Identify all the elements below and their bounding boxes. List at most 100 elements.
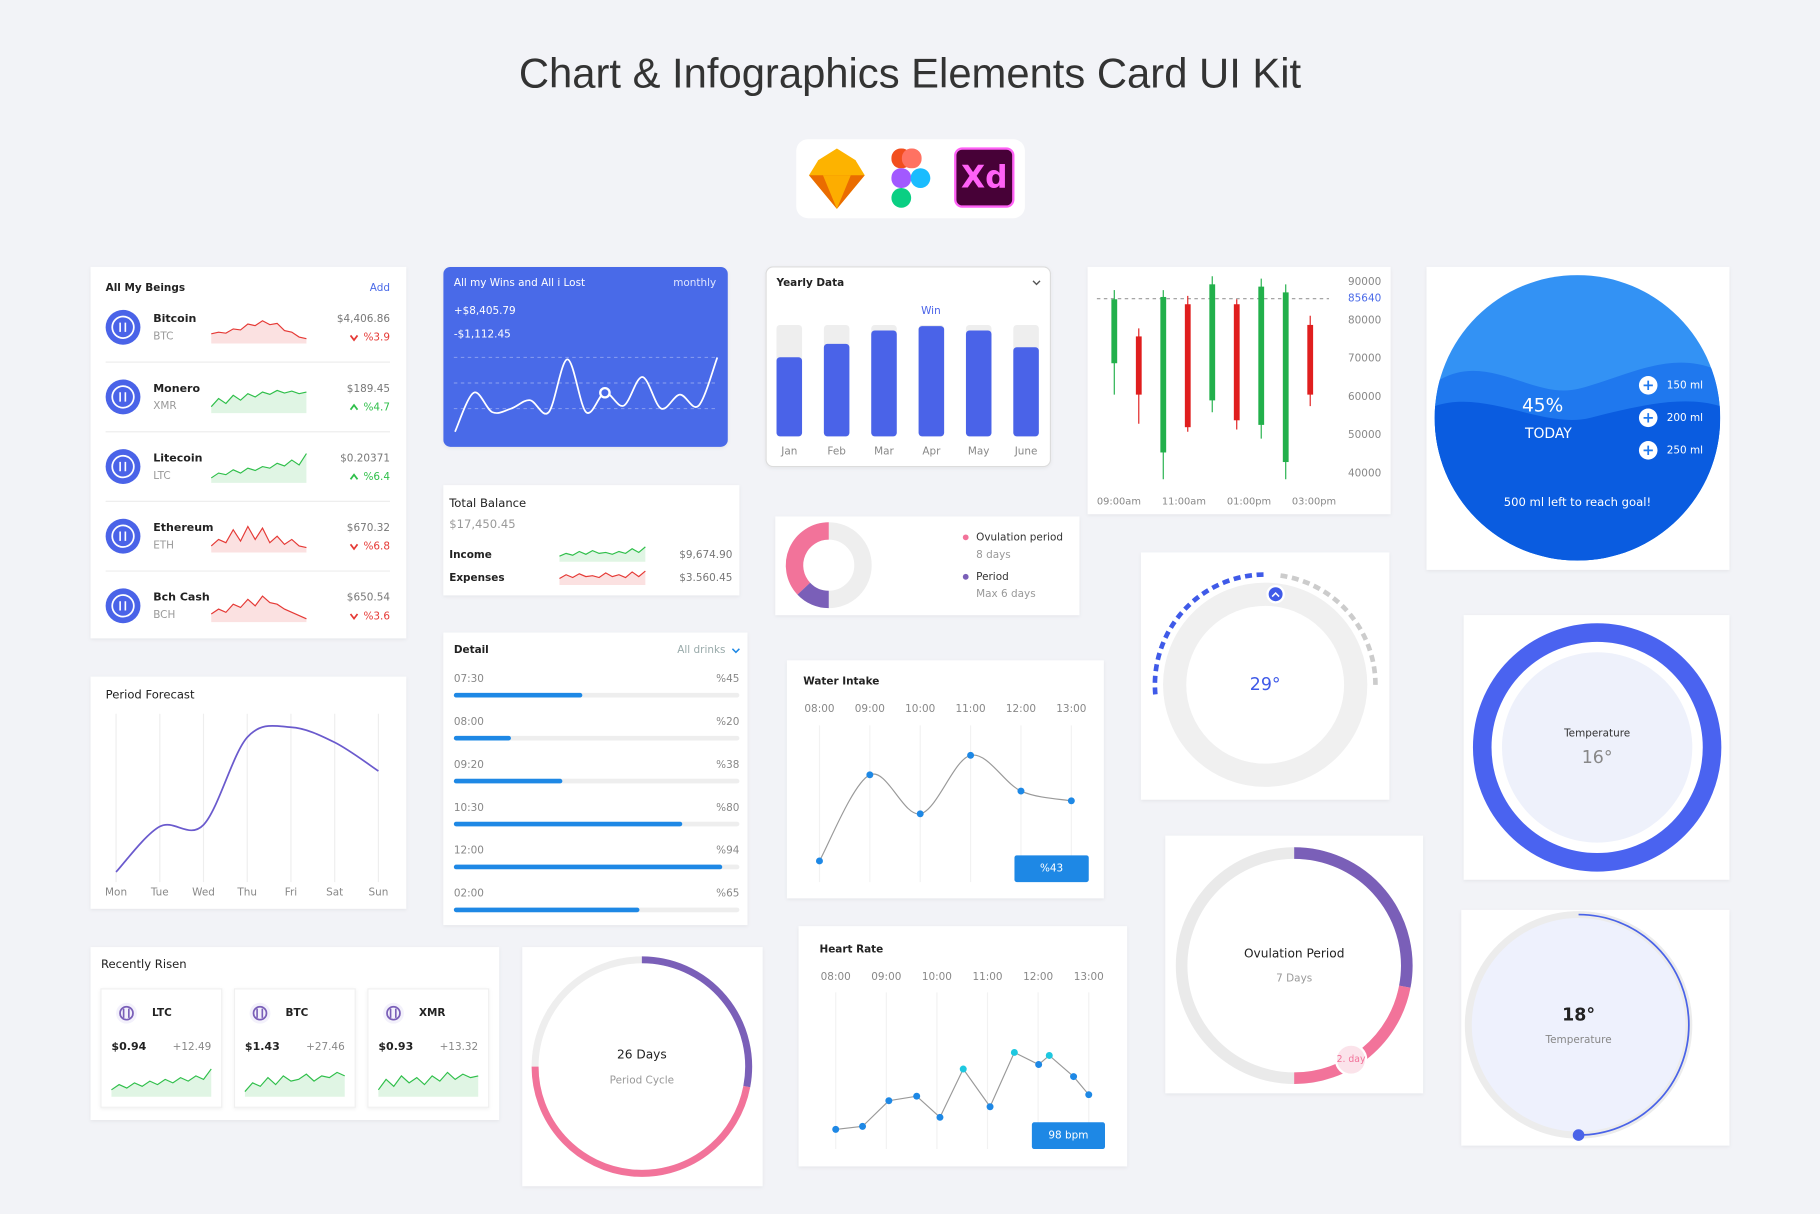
coin-icon-ring	[119, 1005, 134, 1021]
candle-body	[1307, 324, 1314, 395]
legend-note: 8 days	[976, 549, 1011, 561]
spark-area	[211, 596, 307, 623]
coin-icon	[116, 1002, 137, 1024]
tool-icons: Xd	[796, 139, 1025, 219]
progress-bar	[453, 778, 563, 784]
dropdown-chevron	[731, 648, 740, 654]
x-tick-label: 01:00pm	[1227, 496, 1271, 507]
ring-segment	[531, 1066, 751, 1177]
bar	[965, 330, 992, 437]
legend-dot	[962, 534, 969, 541]
spark-line	[210, 525, 307, 549]
card-title: Heart Rate	[819, 943, 883, 955]
x-tick-label: Thu	[236, 887, 257, 899]
temperature-progress	[1578, 913, 1690, 1136]
temperature-ring	[1472, 623, 1722, 872]
trend-arrow	[349, 334, 359, 342]
water-point	[866, 771, 874, 779]
card	[90, 266, 407, 639]
water-point	[1067, 797, 1075, 805]
spark-line	[210, 453, 307, 479]
coin-price: $189.45	[347, 383, 390, 395]
badge-label: %43	[1040, 863, 1063, 875]
card	[443, 485, 740, 596]
coin-icon-glyph	[119, 392, 127, 402]
balance-label: Income	[449, 549, 492, 561]
row-percent: %45	[716, 673, 739, 685]
spark-line	[111, 1068, 212, 1091]
hydration-label: TODAY	[1524, 426, 1572, 442]
figma-icon	[891, 188, 912, 208]
coin-icon	[105, 309, 141, 345]
card-title: Period Forecast	[106, 688, 195, 702]
donut-segment	[797, 582, 830, 609]
period-label: monthly	[673, 277, 716, 289]
card	[90, 676, 407, 909]
coin-icon-glyph	[122, 1008, 130, 1018]
candle-body	[1184, 304, 1191, 428]
ring-title: Ovulation Period	[1244, 947, 1344, 961]
coin-icon-ring	[252, 1005, 268, 1021]
heart-point	[1045, 1051, 1053, 1059]
heart-point	[1085, 1091, 1093, 1099]
heart-point	[1070, 1073, 1078, 1081]
hydration-percent: 45%	[1522, 396, 1563, 417]
candle-body	[1135, 336, 1142, 395]
x-tick-label: Fri	[285, 887, 297, 899]
trend-arrow	[349, 473, 359, 480]
spark-line	[210, 389, 307, 408]
coin-icon-glyph	[256, 1008, 264, 1018]
progress-track	[453, 735, 740, 741]
x-tick-label: 10:00	[922, 971, 952, 983]
x-tick-label: Feb	[827, 445, 846, 457]
y-tick-label: 50000	[1348, 429, 1381, 441]
row-percent: %20	[716, 716, 739, 728]
candle-body	[1209, 284, 1216, 401]
coin-price: $670.32	[347, 522, 390, 534]
spark-area	[244, 1072, 345, 1097]
heart-line	[835, 1051, 1090, 1130]
card	[443, 632, 748, 926]
bar	[776, 357, 803, 437]
x-tick-label: May	[968, 445, 990, 457]
sketch-icon-part	[822, 175, 851, 209]
spark-line	[559, 546, 646, 557]
current-label: 85640	[1348, 293, 1381, 305]
ring-segment	[641, 956, 753, 1088]
heart-point	[936, 1113, 944, 1121]
goal-text: 500 ml left to reach goal!	[1504, 495, 1651, 509]
x-tick-label: 13:00	[1056, 703, 1086, 715]
spark-area	[211, 320, 307, 344]
x-tick-label: 11:00	[956, 703, 986, 715]
coin-icon-glyph	[389, 1008, 397, 1018]
water-point	[815, 857, 823, 865]
coin-change: %6.4	[363, 471, 390, 483]
spark-line	[244, 1071, 345, 1092]
coin-price: $1.43	[245, 1040, 280, 1053]
y-tick-label: 40000	[1348, 468, 1381, 480]
x-tick-label: 10:00	[905, 703, 935, 715]
progress-bar	[453, 864, 723, 870]
x-tick-label: Sun	[368, 887, 388, 899]
coin-ticker: LTC	[152, 1007, 172, 1019]
coin-icon-ring	[386, 1005, 401, 1021]
coin-change: +13.32	[440, 1041, 479, 1053]
page-title: Chart & Infographics Elements Card UI Ki…	[519, 50, 1302, 97]
trend-arrow	[349, 543, 359, 551]
coin-icon-ring	[111, 385, 135, 409]
ring-subtitle: 7 Days	[1276, 972, 1312, 984]
ring-segment	[1294, 985, 1411, 1085]
coin-name: Ethereum	[153, 521, 213, 534]
bar	[871, 330, 897, 437]
coin-change: %3.6	[363, 610, 390, 622]
coin-ticker: BTC	[153, 331, 173, 343]
candle-body	[1160, 296, 1167, 453]
spark-area	[378, 1072, 479, 1097]
x-tick-label: Jan	[780, 445, 797, 457]
candle-body	[1111, 299, 1118, 364]
ring-segment	[1294, 847, 1413, 988]
row-percent: %80	[716, 802, 739, 814]
temperature-knob	[1572, 1129, 1585, 1141]
water-point	[967, 751, 975, 759]
